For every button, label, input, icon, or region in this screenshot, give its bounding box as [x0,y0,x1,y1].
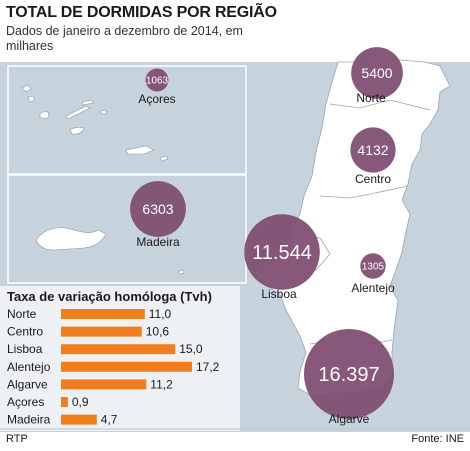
chart-subtitle: Dados de janeiro a dezembro de 2014, em … [6,24,243,53]
bar-category-aores: Açores [7,395,44,409]
bar-value-norte: 11,0 [149,307,172,321]
bubble-value-madeira: 6303 [142,201,173,217]
bubble-centro [350,127,396,173]
bar-value-madeira: 4,7 [101,413,118,427]
region-label-madeira: Madeira [136,235,180,249]
bubble-value-norte: 5400 [361,65,392,81]
region-label-lisboa: Lisboa [261,287,297,301]
bubble-alentejo [360,253,386,279]
bar-category-centro: Centro [7,325,43,339]
bubble-madeira [130,181,186,237]
region-label-algarve: Algarve [329,412,370,426]
region-label-norte: Norte [356,91,386,105]
bubble-value-lisboa: 11.544 [252,242,312,264]
azores-islands [21,84,169,162]
bubble-layer: 5400 Norte 4132 Centro 11.544 Lisboa 1305 Alent… [130,47,403,426]
bar-lisboa [61,344,176,355]
bubble-value-alentejo: 1305 [362,262,385,273]
source-right: Fonte: INE [411,433,464,445]
bar-madeira [61,414,97,425]
bar-category-alentejo: Alentejo [7,360,51,374]
bubble-value-centro: 4132 [357,142,388,158]
chart-title: TOTAL DE DORMIDAS POR REGIÃO [6,4,277,21]
bubble-aores [145,68,169,92]
azores-inset [7,65,247,175]
bar-value-lisboa: 15,0 [179,342,203,356]
bar-centro [61,326,142,337]
bar-category-norte: Norte [7,307,37,321]
bar-category-lisboa: Lisboa [7,342,43,356]
region-label-aores: Açores [138,92,175,106]
region-label-centro: Centro [355,172,391,186]
source-left: RTP [6,433,28,445]
bar-chart-title: Taxa de variação homóloga (Tvh) [7,289,212,304]
bar-category-algarve: Algarve [7,377,48,391]
bar-algarve [61,379,147,390]
bar-category-madeira: Madeira [7,413,51,427]
bar-value-aores: 0,9 [72,395,89,409]
bubble-lisboa [244,214,320,290]
bar-layer: Norte 11,0 Centro 10,6 Lisboa 15,0 Alentejo 17,… [7,307,220,427]
bubble-value-aores: 1063 [146,76,169,87]
region-label-alentejo: Alentejo [351,281,395,295]
bar-value-centro: 10,6 [146,325,170,339]
bar-aores [61,397,68,407]
bubble-algarve [304,329,394,419]
bubble-norte [351,47,403,99]
bar-value-alentejo: 17,2 [196,360,220,374]
bar-alentejo [61,361,192,372]
madeira-inset [7,174,247,284]
bar-norte [61,309,145,319]
bar-value-algarve: 11,2 [150,377,173,391]
bubble-value-algarve: 16.397 [318,364,379,386]
